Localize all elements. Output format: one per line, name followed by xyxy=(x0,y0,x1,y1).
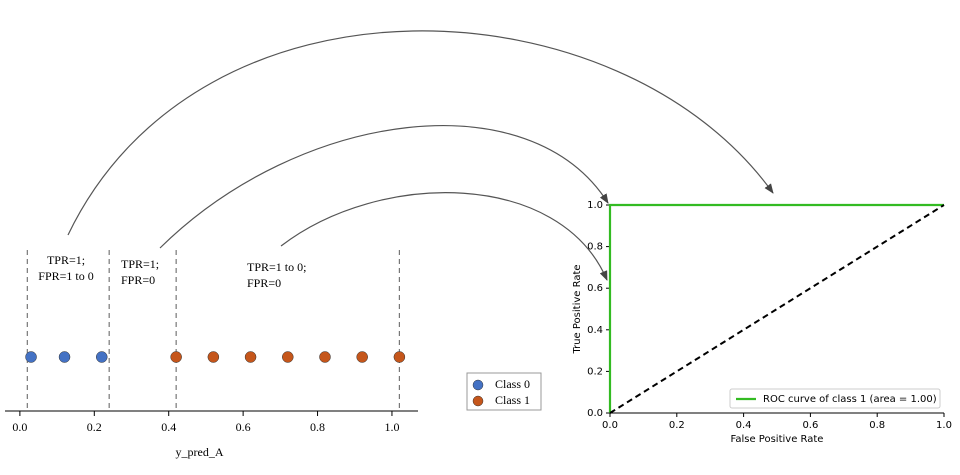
y-tick-label: 1.0 xyxy=(587,200,603,211)
x-tick-label: 0.0 xyxy=(602,420,618,431)
arrow xyxy=(280,192,608,281)
dot xyxy=(319,351,331,363)
y-axis-label: True Positive Rate xyxy=(572,264,583,354)
legend-marker xyxy=(472,379,484,391)
dot xyxy=(356,351,368,363)
legend-box xyxy=(729,388,941,409)
y-tick-label: 0.8 xyxy=(587,242,603,253)
dot xyxy=(25,351,37,363)
annotation: TPR=1; xyxy=(121,257,159,271)
arrows xyxy=(67,30,774,281)
dot xyxy=(207,351,220,363)
annotation: TPR=1 to 0; xyxy=(247,260,306,274)
roc-line xyxy=(609,204,945,414)
legend-label: Class 1 xyxy=(495,393,530,407)
x-tick-label: 0.0 xyxy=(12,420,27,434)
dot xyxy=(58,351,71,363)
x-tick-label: 0.8 xyxy=(869,420,885,431)
y-tick-label: 0.6 xyxy=(587,283,603,294)
y-tick-label: 0.0 xyxy=(587,408,603,419)
x-tick-label: 1.0 xyxy=(936,420,952,431)
x-tick-label: 0.4 xyxy=(736,420,752,431)
x-tick-label: 0.6 xyxy=(802,420,818,431)
y-tick-label: 0.2 xyxy=(587,366,603,377)
annotation: TPR=1; xyxy=(47,253,85,267)
y-tick-label: 0.4 xyxy=(587,325,603,336)
legend-marker xyxy=(472,395,484,407)
legend-label: Class 0 xyxy=(495,377,530,391)
annotation: FPR=0 xyxy=(121,273,155,287)
dot xyxy=(244,351,257,363)
legend-label: ROC curve of class 1 (area = 1.00) xyxy=(763,394,937,405)
x-tick-label: 0.8 xyxy=(310,420,325,434)
x-tick-label: 0.4 xyxy=(161,420,176,434)
dot xyxy=(170,351,182,363)
dot xyxy=(95,351,108,363)
x-axis-label: False Positive Rate xyxy=(731,434,824,445)
x-tick-label: 0.6 xyxy=(236,420,251,434)
dot xyxy=(393,351,406,363)
annotation: FPR=0 xyxy=(247,276,281,290)
arrow xyxy=(67,30,774,236)
annotation: FPR=1 to 0 xyxy=(38,269,93,283)
arrow xyxy=(159,125,609,249)
x-tick-label: 0.2 xyxy=(669,420,685,431)
roc-line xyxy=(608,203,944,413)
dot xyxy=(282,351,294,363)
x-tick-label: 1.0 xyxy=(384,420,399,434)
x-tick-label: 0.2 xyxy=(87,420,102,434)
x-axis-label: y_pred_A xyxy=(176,445,224,459)
